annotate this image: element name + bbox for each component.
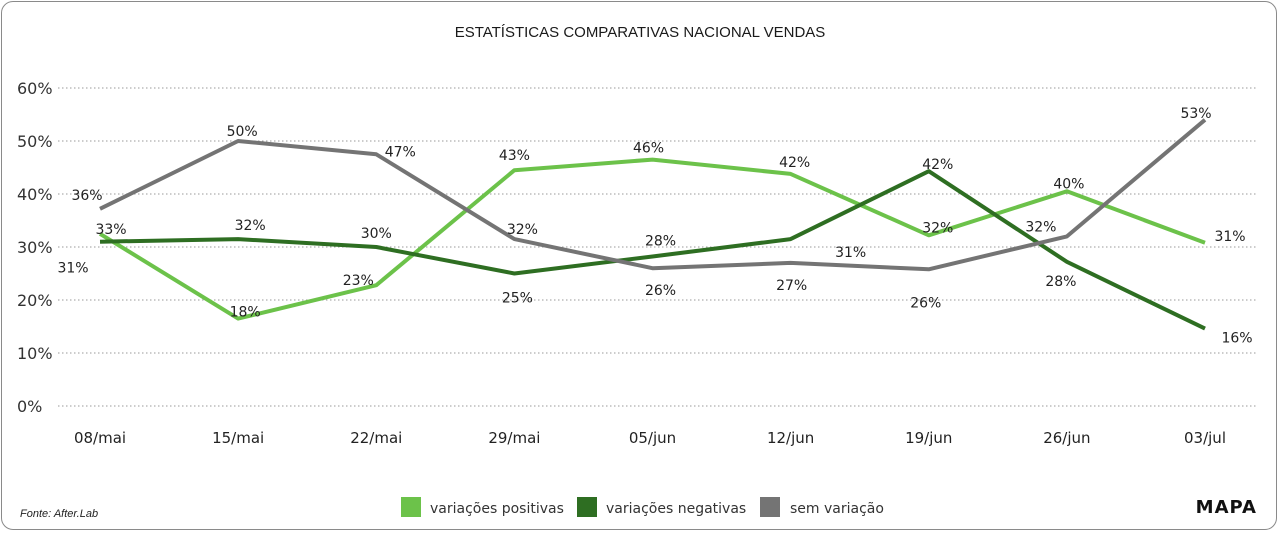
data-label: 53%: [1180, 106, 1211, 122]
legend-swatch-positive: [401, 497, 421, 517]
data-label: 31%: [57, 261, 88, 277]
x-tick-label: 03/jul: [1184, 429, 1226, 447]
series-positive-line: [98, 157, 1206, 321]
series-negative-line: [99, 169, 1206, 331]
data-label: 27%: [776, 278, 807, 294]
data-label: 32%: [235, 218, 266, 234]
y-axis-ticks: 0% 10% 20% 30% 40% 50% 60%: [17, 79, 53, 416]
data-label: 23%: [343, 273, 374, 289]
data-label: 36%: [71, 188, 102, 204]
x-axis-ticks: 08/mai 15/mai 22/mai 29/mai 05/jun 12/jun 19/j…: [74, 429, 1226, 447]
y-tick-label: 40%: [17, 185, 53, 204]
data-label: 25%: [502, 291, 533, 307]
data-labels: 33% 18% 23% 43% 46% 42% 32% 40% 31% 31% 32% 30% 25% 2…: [57, 106, 1252, 347]
gridlines: [58, 87, 1258, 407]
data-label: 26%: [910, 295, 941, 311]
legend-label-neutral: sem variação: [790, 501, 884, 517]
series-lines: [98, 118, 1207, 331]
data-label: 47%: [385, 144, 416, 160]
x-tick-label: 22/mai: [350, 429, 402, 447]
legend-swatch-negative: [577, 497, 597, 517]
legend-swatch-neutral: [760, 497, 780, 517]
data-label: 42%: [779, 155, 810, 171]
data-label: 28%: [645, 234, 676, 250]
x-tick-label: 29/mai: [488, 429, 540, 447]
data-label: 28%: [1045, 274, 1076, 290]
data-label: 32%: [507, 222, 538, 238]
x-tick-label: 19/jun: [905, 429, 952, 447]
y-tick-label: 60%: [17, 79, 53, 98]
x-tick-label: 05/jun: [629, 429, 676, 447]
data-label: 32%: [1025, 219, 1056, 235]
legend-label-positive: variações positivas: [430, 501, 564, 517]
brand-logo: MAPA: [1196, 497, 1257, 518]
data-label: 18%: [230, 305, 261, 321]
legend-label-negative: variações negativas: [606, 501, 746, 517]
x-tick-label: 15/mai: [212, 429, 264, 447]
source-note: Fonte: After.Lab: [20, 508, 98, 520]
x-tick-label: 12/jun: [767, 429, 814, 447]
data-label: 31%: [835, 245, 866, 261]
data-label: 43%: [499, 148, 530, 164]
x-tick-label: 26/jun: [1043, 429, 1090, 447]
x-tick-label: 08/mai: [74, 429, 126, 447]
data-label: 26%: [645, 283, 676, 299]
y-tick-label: 50%: [17, 132, 53, 151]
y-tick-label: 20%: [17, 291, 53, 310]
data-label: 42%: [922, 157, 953, 173]
data-label: 16%: [1221, 331, 1252, 347]
data-label: 40%: [1053, 176, 1084, 192]
legend: variações positivas variações negativas …: [401, 497, 884, 517]
data-label: 50%: [227, 124, 258, 140]
data-label: 32%: [922, 220, 953, 236]
y-tick-label: 30%: [17, 238, 53, 257]
data-label: 30%: [361, 226, 392, 242]
chart-title: ESTATÍSTICAS COMPARATIVAS NACIONAL VENDA…: [455, 24, 826, 41]
data-label: 31%: [1214, 229, 1245, 245]
series-neutral-line: [99, 118, 1207, 272]
y-tick-label: 0%: [17, 397, 42, 416]
y-tick-label: 10%: [17, 344, 53, 363]
data-label: 33%: [95, 222, 126, 238]
data-label: 46%: [633, 141, 664, 157]
